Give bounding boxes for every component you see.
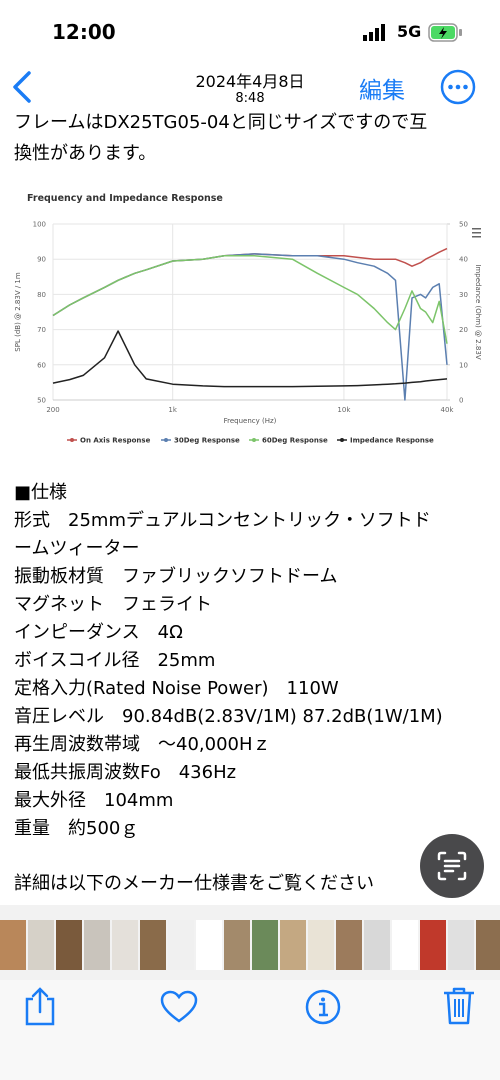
thumbnail[interactable] xyxy=(252,920,278,970)
legend-label: On Axis Response xyxy=(80,437,151,445)
legend-label: 60Deg Response xyxy=(262,437,328,445)
text-line: 形式 25mmデュアルコンセントリック・ソフトド xyxy=(14,510,431,531)
network-label: 5G xyxy=(397,22,422,41)
live-text-button[interactable] xyxy=(419,833,485,899)
x-axis-label: Frequency (Hz) xyxy=(224,417,277,425)
x-tick-label: 40k xyxy=(441,406,455,414)
battery-icon xyxy=(428,23,462,42)
text-line: 音圧レベル 90.84dB(2.83V/1M) 87.2dB(1W/1M) xyxy=(14,706,443,727)
y2-tick-label: 40 xyxy=(459,256,468,264)
legend-marker xyxy=(340,438,344,442)
y-tick-label: 100 xyxy=(33,221,46,229)
y2-tick-label: 20 xyxy=(459,326,468,334)
thumbnail[interactable] xyxy=(0,920,26,970)
chart: Frequency and Impedance Response Frequen… xyxy=(14,193,482,445)
thumbnail[interactable] xyxy=(56,920,82,970)
y2-axis-label: Impedance (Ohm) @ 2.83V xyxy=(474,264,482,359)
thumbnail[interactable] xyxy=(392,920,418,970)
y2-tick-label: 10 xyxy=(459,361,468,369)
favorite-button[interactable] xyxy=(160,990,198,1024)
back-button[interactable] xyxy=(10,70,34,104)
y-tick-label: 70 xyxy=(37,326,46,334)
text-line: 詳細は以下のメーカー仕様書をご覧ください xyxy=(14,873,374,894)
photo-content: フレームはDX25TG05-04と同じサイズですので互 換性があります。 ■仕様… xyxy=(0,112,500,912)
y-tick-label: 90 xyxy=(37,256,46,264)
thumbnail[interactable] xyxy=(448,920,474,970)
thumbnail[interactable] xyxy=(84,920,110,970)
thumbnail[interactable] xyxy=(140,920,166,970)
status-time: 12:00 xyxy=(52,20,116,44)
x-tick-label: 10k xyxy=(337,406,351,414)
y-tick-label: 80 xyxy=(37,291,46,299)
thumbnail[interactable] xyxy=(224,920,250,970)
series-line xyxy=(52,247,448,317)
series-line xyxy=(52,253,448,401)
signal-icon xyxy=(363,24,385,41)
x-tick-label: 1k xyxy=(168,406,177,414)
text-line: ボイスコイル径 25mm xyxy=(14,650,216,671)
y-axis-label: SPL (dB) @ 2.83V / 1m xyxy=(14,272,22,352)
more-button[interactable] xyxy=(440,69,476,105)
legend-marker xyxy=(70,438,74,442)
y-tick-label: 50 xyxy=(37,397,46,405)
thumbnail[interactable] xyxy=(336,920,362,970)
thumbnail[interactable] xyxy=(364,920,390,970)
thumbnail[interactable] xyxy=(476,920,500,970)
y2-tick-label: 50 xyxy=(459,221,468,229)
text-line: マグネット フェライト xyxy=(14,594,212,615)
legend-label: 30Deg Response xyxy=(174,437,240,445)
text-line: 再生周波数帯域 ～40,000Hｚ xyxy=(14,734,271,755)
text-line: 振動板材質 ファブリックソフトドーム xyxy=(14,566,338,587)
nav-time: 8:48 xyxy=(235,91,265,106)
text-line: 定格入力(Rated Noise Power) 110W xyxy=(14,678,339,699)
text-line: 換性があります。 xyxy=(14,143,157,164)
text-line: 重量 約500ｇ xyxy=(14,818,139,839)
thumbnail[interactable] xyxy=(308,920,334,970)
text-line: インピーダンス 4Ω xyxy=(14,622,183,643)
delete-button[interactable] xyxy=(442,986,476,1026)
y-tick-label: 60 xyxy=(37,361,46,369)
chart-title: Frequency and Impedance Response xyxy=(27,193,223,204)
text-line: フレームはDX25TG05-04と同じサイズですので互 xyxy=(14,112,428,133)
text-line: ームツィーター xyxy=(14,538,140,559)
chart-menu-icon[interactable] xyxy=(472,228,481,238)
thumbnail[interactable] xyxy=(28,920,54,970)
text-line: 最低共振周波数Fo 436Hz xyxy=(14,762,237,783)
x-tick-label: 200 xyxy=(46,406,59,414)
text-line: ■仕様 xyxy=(14,482,68,503)
nav-date: 2024年4月8日 xyxy=(195,72,305,91)
series-line xyxy=(52,330,448,388)
info-button[interactable] xyxy=(305,989,341,1025)
edit-button[interactable]: 編集 xyxy=(359,78,405,104)
series-line xyxy=(52,254,448,344)
legend-label: Impedance Response xyxy=(350,437,434,445)
y2-tick-label: 0 xyxy=(459,397,463,405)
thumbnail[interactable] xyxy=(168,920,194,970)
thumbnail[interactable] xyxy=(280,920,306,970)
legend-marker xyxy=(252,438,256,442)
toolbar xyxy=(0,980,500,1080)
legend-marker xyxy=(164,438,168,442)
share-button[interactable] xyxy=(22,985,58,1027)
thumbnail[interactable] xyxy=(420,920,446,970)
text-line: 最大外径 104mm xyxy=(14,790,174,811)
thumbnail[interactable] xyxy=(112,920,138,970)
y2-tick-label: 30 xyxy=(459,291,468,299)
thumbnail[interactable] xyxy=(196,920,222,970)
